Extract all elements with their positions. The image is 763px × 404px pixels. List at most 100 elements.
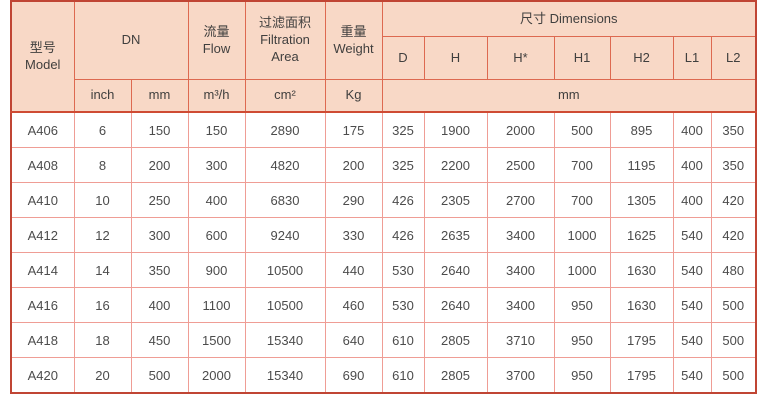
table-row: A420 20 500 2000 15340 690 610 2805 3700 950 1795 5… <box>10 357 757 394</box>
value-cell: 325 <box>381 111 425 148</box>
value-cell: 290 <box>324 182 383 218</box>
value-cell: 600 <box>187 217 246 253</box>
value-cell: 2805 <box>423 357 488 394</box>
model-cell: A410 <box>10 182 75 218</box>
value-cell: 610 <box>381 322 425 358</box>
value-cell: 1305 <box>609 182 674 218</box>
value-cell: 2200 <box>423 147 488 183</box>
value-cell: 2305 <box>423 182 488 218</box>
table-row: A414 14 350 900 10500 440 530 2640 3400 1000 1630 5… <box>10 252 757 288</box>
value-cell: 3710 <box>486 322 555 358</box>
col-header-dn: DN <box>73 0 189 80</box>
value-cell: 1000 <box>553 252 611 288</box>
value-cell: 950 <box>553 357 611 394</box>
value-cell: 200 <box>130 147 189 183</box>
value-cell: 640 <box>324 322 383 358</box>
table-body: A406 6 150 150 2890 175 325 1900 2000 500 895 400 35… <box>10 111 757 394</box>
model-cell: A416 <box>10 287 75 323</box>
value-cell: 2000 <box>486 111 555 148</box>
value-cell: 350 <box>710 147 757 183</box>
col-header-flow-zh: 流量 <box>203 23 230 39</box>
value-cell: 400 <box>672 111 712 148</box>
table-row: A416 16 400 1100 10500 460 530 2640 3400 950 1630 5… <box>10 287 757 323</box>
model-cell: A420 <box>10 357 75 394</box>
value-cell: 400 <box>672 147 712 183</box>
col-header-dim-h: H <box>423 36 488 80</box>
model-cell: A406 <box>10 111 75 148</box>
value-cell: 10 <box>73 182 132 218</box>
value-cell: 530 <box>381 287 425 323</box>
table-row: A412 12 300 600 9240 330 426 2635 3400 1000 1625 54… <box>10 217 757 253</box>
value-cell: 500 <box>710 322 757 358</box>
col-header-filtration-area: 过滤面积 Filtration Area <box>244 0 326 80</box>
unit-weight: Kg <box>324 79 383 113</box>
value-cell: 3700 <box>486 357 555 394</box>
table-row: A406 6 150 150 2890 175 325 1900 2000 500 895 400 35… <box>10 111 757 148</box>
value-cell: 2000 <box>187 357 246 394</box>
value-cell: 700 <box>553 182 611 218</box>
value-cell: 700 <box>553 147 611 183</box>
value-cell: 426 <box>381 182 425 218</box>
value-cell: 1625 <box>609 217 674 253</box>
model-cell: A414 <box>10 252 75 288</box>
col-header-weight: 重量 Weight <box>324 0 383 80</box>
value-cell: 18 <box>73 322 132 358</box>
value-cell: 1100 <box>187 287 246 323</box>
value-cell: 950 <box>553 322 611 358</box>
value-cell: 150 <box>130 111 189 148</box>
value-cell: 450 <box>130 322 189 358</box>
value-cell: 426 <box>381 217 425 253</box>
col-header-weight-zh: 重量 <box>340 23 367 39</box>
value-cell: 350 <box>130 252 189 288</box>
value-cell: 325 <box>381 147 425 183</box>
col-header-flow: 流量 Flow <box>187 0 246 80</box>
unit-dn-inch: inch <box>73 79 132 113</box>
unit-area: cm² <box>244 79 326 113</box>
col-header-dim-hstar: H* <box>486 36 555 80</box>
model-cell: A418 <box>10 322 75 358</box>
col-header-filtration-en2: Area <box>271 48 299 64</box>
value-cell: 1500 <box>187 322 246 358</box>
value-cell: 1630 <box>609 287 674 323</box>
col-header-model-zh: 型号 <box>29 39 56 55</box>
value-cell: 540 <box>672 287 712 323</box>
value-cell: 540 <box>672 252 712 288</box>
value-cell: 200 <box>324 147 383 183</box>
value-cell: 530 <box>381 252 425 288</box>
col-header-weight-en: Weight <box>333 40 374 56</box>
col-header-dim-h2: H2 <box>609 36 674 80</box>
value-cell: 250 <box>130 182 189 218</box>
col-header-dim-l1: L1 <box>672 36 712 80</box>
value-cell: 400 <box>187 182 246 218</box>
value-cell: 3400 <box>486 217 555 253</box>
header-row-units: inch mm m³/h cm² Kg mm <box>11 79 757 113</box>
table-row: A418 18 450 1500 15340 640 610 2805 3710 950 1795 5… <box>10 322 757 358</box>
value-cell: 400 <box>672 182 712 218</box>
value-cell: 500 <box>130 357 189 394</box>
header-row-dimension-columns: D H H* H1 H2 L1 L2 <box>11 36 757 80</box>
value-cell: 300 <box>130 217 189 253</box>
value-cell: 500 <box>553 111 611 148</box>
value-cell: 500 <box>710 357 757 394</box>
value-cell: 10500 <box>244 252 326 288</box>
col-header-dimensions: 尺寸 Dimensions <box>381 0 757 37</box>
unit-dn-mm: mm <box>130 79 189 113</box>
model-cell: A412 <box>10 217 75 253</box>
value-cell: 330 <box>324 217 383 253</box>
col-header-model-en: Model <box>25 56 61 72</box>
value-cell: 420 <box>710 217 757 253</box>
value-cell: 9240 <box>244 217 326 253</box>
value-cell: 400 <box>130 287 189 323</box>
value-cell: 16 <box>73 287 132 323</box>
value-cell: 540 <box>672 322 712 358</box>
value-cell: 2500 <box>486 147 555 183</box>
value-cell: 690 <box>324 357 383 394</box>
unit-flow: m³/h <box>187 79 246 113</box>
value-cell: 2890 <box>244 111 326 148</box>
value-cell: 8 <box>73 147 132 183</box>
value-cell: 480 <box>710 252 757 288</box>
value-cell: 1630 <box>609 252 674 288</box>
value-cell: 1795 <box>609 357 674 394</box>
value-cell: 3400 <box>486 252 555 288</box>
value-cell: 440 <box>324 252 383 288</box>
